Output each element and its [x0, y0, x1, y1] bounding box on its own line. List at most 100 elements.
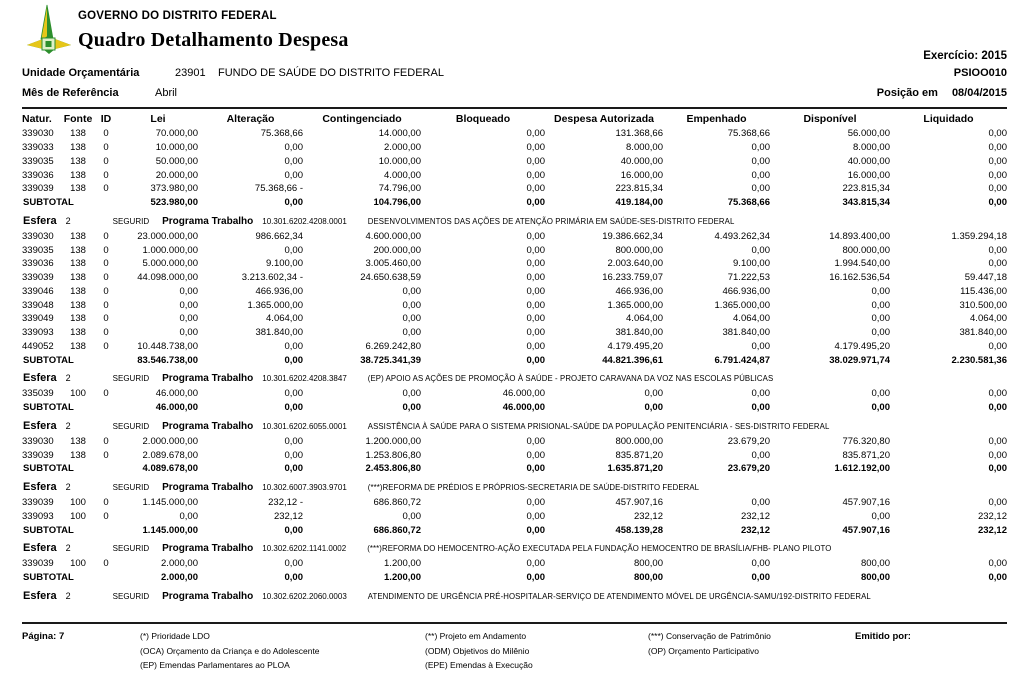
exercicio: Exercício: 2015: [923, 50, 1007, 62]
cell-value-4: 0,00: [526, 510, 546, 522]
esfera-value: 2: [65, 373, 71, 383]
cell-value-4: 0,00: [526, 313, 546, 325]
cell-value-8: 232,12: [977, 510, 1007, 522]
programa-trabalho-description: (EP) APOIO AS AÇÕES DE PROMOÇÃO À SAÚDE …: [367, 374, 774, 383]
table-row: 339030 138 0 2.000.000,00 0,00 1.200.000,00 0,…: [22, 435, 1007, 449]
subtotal-value-3: 2.453.806,80: [365, 463, 421, 475]
subtotal-value-8: 0,00: [988, 197, 1008, 209]
cell-natureza: 339036: [22, 258, 54, 270]
cell-value-6: 0,00: [751, 340, 771, 352]
table-row: 339030 138 0 70.000,00 75.368,66 14.000,00 0,0…: [22, 127, 1007, 141]
page-value: 7: [58, 631, 65, 642]
column-header-4: Lei: [150, 112, 166, 125]
cell-value-2: 0,00: [284, 558, 304, 570]
cell-value-1: 2.089.678,00: [142, 449, 198, 461]
subtotal-value-7: 1.612.192,00: [834, 463, 890, 475]
subtotal-value-8: 0,00: [988, 402, 1008, 414]
esfera-content: Esfera 2 SEGURID Programa Trabalho 10.302.60…: [23, 481, 1007, 493]
subtotal-value-6: 75.368,66: [727, 197, 770, 209]
cell-natureza: 339039: [22, 497, 54, 509]
cell-value-2: 466.936,00: [255, 285, 303, 297]
table-row: 339093 138 0 0,00 381.840,00 0,00 0,00 381.840,…: [22, 326, 1007, 340]
cell-value-4: 0,00: [526, 340, 546, 352]
esfera-cell: Esfera 2 SEGURID Programa Trabalho 10.302.62…: [22, 585, 1007, 605]
cell-value-6: 4.064,00: [733, 313, 770, 325]
subtotal-value-1: 523.980,00: [150, 197, 198, 209]
cell-id: 0: [103, 313, 109, 325]
cell-fonte: 138: [70, 258, 86, 270]
cell-natureza: 339046: [22, 285, 54, 297]
cell-value-8: 4.064,00: [970, 313, 1007, 325]
cell-value-8: 0,00: [988, 183, 1008, 195]
subtotal-label: SUBTOTAL: [23, 197, 74, 209]
cell-value-3: 4.600.000,00: [365, 230, 421, 242]
mes-row: Mês de Referência Abril Posição em 08/04…: [22, 87, 1007, 107]
programa-trabalho-description: (***)REFORMA DO HEMOCENTRO-AÇÃO EXECUTAD…: [367, 544, 832, 553]
cell-id: 0: [103, 299, 109, 311]
subtotal-row: SUBTOTAL 46.000,00 0,00 0,00 46.000,00 0,00 0,…: [22, 401, 1007, 415]
cell-value-6: 0,00: [751, 244, 771, 256]
cell-fonte: 138: [70, 155, 86, 167]
cell-value-6: 0,00: [751, 142, 771, 154]
cell-value-8: 0,00: [988, 449, 1008, 461]
cell-value-8: 0,00: [988, 388, 1008, 400]
esfera-cell: Esfera 2 SEGURID Programa Trabalho 10.301.62…: [22, 367, 1007, 387]
table-row: 339033 138 0 10.000,00 0,00 2.000,00 0,00 8.000…: [22, 141, 1007, 155]
cell-value-2: 0,00: [284, 155, 304, 167]
subtotal-label: SUBTOTAL: [23, 402, 74, 414]
cell-value-4: 0,00: [526, 285, 546, 297]
cell-value-3: 1.200.000,00: [365, 435, 421, 447]
cell-value-8: 115.436,00: [960, 285, 1007, 297]
programa-trabalho-code: 10.301.6202.4208.3847: [262, 374, 347, 383]
cell-value-7: 16.000,00: [847, 169, 890, 181]
cell-value-7: 56.000,00: [847, 128, 890, 140]
posicao: Posição em 08/04/2015: [877, 87, 1007, 99]
cell-value-8: 0,00: [988, 128, 1008, 140]
cell-value-1: 23.000.000,00: [137, 230, 198, 242]
cell-id: 0: [103, 497, 109, 509]
legend-item: (*) Prioridade LDO: [140, 631, 210, 641]
cell-value-2: 9.100,00: [266, 258, 303, 270]
subtotal-row: SUBTOTAL 83.546.738,00 0,00 38.725.341,39 0,…: [22, 353, 1007, 367]
subtotal-value-4: 0,00: [526, 197, 546, 209]
subtotal-value-8: 0,00: [988, 572, 1008, 584]
cell-fonte: 138: [70, 230, 86, 242]
cell-value-7: 0,00: [871, 299, 891, 311]
cell-value-3: 0,00: [402, 313, 422, 325]
mes-value: Abril: [155, 87, 178, 99]
legend-item: (**) Projeto em Andamento: [425, 631, 527, 641]
cell-value-3: 0,00: [402, 510, 422, 522]
cell-value-7: 0,00: [871, 313, 891, 325]
cell-value-3: 6.269.242,80: [365, 340, 421, 352]
table-row: 339039 100 0 1.145.000,00 232,12 - 686.860,72…: [22, 496, 1007, 510]
cell-value-3: 3.005.460,00: [365, 258, 421, 270]
cell-fonte: 138: [70, 435, 86, 447]
cell-natureza: 335039: [22, 388, 54, 400]
column-header-3: ID: [100, 112, 112, 125]
cell-natureza: 339039: [22, 183, 54, 195]
cell-value-5: 381.840,00: [615, 327, 663, 339]
table-row: 339039 138 0 44.098.000,00 3.213.602,34 - 24.…: [22, 271, 1007, 285]
cell-value-6: 0,00: [751, 558, 771, 570]
cell-value-3: 2.000,00: [384, 142, 421, 154]
subtotal-value-1: 83.546.738,00: [137, 354, 198, 366]
subtotal-value-2: 0,00: [284, 197, 304, 209]
cell-value-1: 2.000.000,00: [142, 435, 198, 447]
posicao-label: Posição em: [876, 87, 938, 99]
cell-value-1: 0,00: [179, 285, 199, 297]
cell-value-7: 8.000,00: [853, 142, 890, 154]
subtotal-value-6: 0,00: [751, 402, 771, 414]
cell-value-6: 0,00: [751, 169, 771, 181]
cell-value-8: 0,00: [988, 435, 1008, 447]
cell-id: 0: [103, 142, 109, 154]
programa-trabalho-label: Programa Trabalho: [162, 420, 254, 432]
cell-value-3: 24.650.638,59: [360, 272, 421, 284]
subtotal-value-3: 104.796,00: [373, 197, 421, 209]
subtotal-value-3: 1.200,00: [384, 572, 421, 584]
gdf-logo-icon: [26, 4, 72, 65]
cell-value-4: 0,00: [526, 299, 546, 311]
cell-value-5: 800.000,00: [615, 244, 663, 256]
cell-value-6: 0,00: [751, 183, 771, 195]
page-label: Página:: [22, 631, 57, 642]
cell-value-8: 0,00: [988, 258, 1008, 270]
